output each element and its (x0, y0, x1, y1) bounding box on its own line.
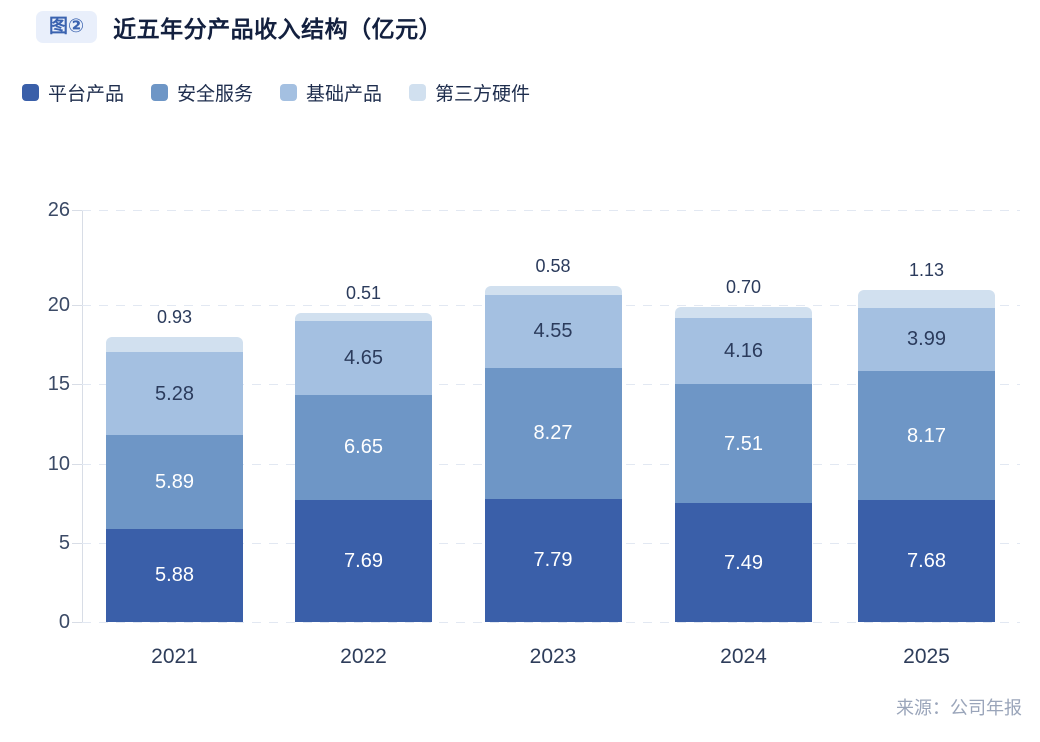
bar-segment: 6.65 (295, 394, 432, 501)
bar-top-value-label: 0.93 (156, 307, 193, 328)
bar-top-value-label: 0.58 (535, 256, 571, 277)
y-axis-tick (72, 542, 82, 544)
legend-swatch (280, 84, 298, 101)
bar-top-value-label: 0.70 (725, 277, 762, 298)
y-axis-line (82, 210, 83, 622)
legend-swatch (409, 84, 427, 101)
bar-segment: 4.55 (484, 295, 622, 368)
x-axis-label: 2024 (720, 645, 767, 668)
chart-title: 近五年分产品收入结构（亿元） (113, 16, 443, 42)
bar-segment: 5.88 (106, 528, 243, 622)
y-axis-tick (72, 305, 82, 307)
y-axis-tick (72, 210, 82, 211)
segment-value-label: 7.51 (724, 432, 763, 455)
bar-segment: 7.51 (675, 384, 812, 504)
y-axis-label: 15 (47, 373, 70, 396)
y-axis-tick (72, 622, 82, 623)
y-axis-tick (72, 463, 82, 465)
bar-segment: 7.79 (484, 498, 622, 622)
chart-header: 图② 近五年分产品收入结构（亿元） (36, 10, 442, 44)
legend-label: 平台产品 (48, 84, 125, 105)
bar-top-value-label: 0.51 (345, 283, 382, 303)
gridline (82, 210, 1020, 211)
x-axis-label: 2023 (529, 645, 577, 668)
gridline (82, 622, 1020, 623)
segment-value-label: 5.28 (155, 382, 194, 405)
legend-swatch (22, 84, 39, 101)
bar-segment: 8.27 (484, 367, 622, 499)
segment-value-label: 8.27 (533, 422, 573, 445)
bar-segment: 8.17 (858, 370, 995, 501)
y-axis-label: 26 (47, 199, 70, 221)
bar-segment (295, 313, 432, 322)
y-axis-label: 20 (47, 294, 70, 317)
legend-item: 基础产品 (280, 79, 382, 106)
segment-value-label: 5.89 (155, 471, 194, 494)
bar-segment (484, 286, 622, 296)
legend-label: 基础产品 (306, 84, 383, 105)
segment-value-label: 7.68 (907, 550, 946, 573)
bar-segment (106, 337, 243, 352)
bar-top-value-label: 1.13 (908, 259, 945, 280)
bar-segment: 4.16 (675, 318, 812, 385)
bar-segment (858, 289, 995, 308)
bar-segment (675, 307, 812, 319)
segment-value-label: 7.79 (533, 549, 573, 572)
figure-number-badge: 图② (36, 10, 98, 44)
legend-label: 第三方硬件 (435, 84, 531, 105)
bar-segment: 5.89 (106, 435, 243, 529)
source-note: 来源：公司年报 (896, 698, 1022, 718)
y-axis-label: 10 (47, 452, 70, 475)
segment-value-label: 7.49 (724, 551, 763, 574)
bar-segment: 4.65 (295, 321, 432, 395)
legend-item: 第三方硬件 (409, 79, 530, 106)
x-axis-label: 2022 (340, 645, 387, 668)
legend-item: 平台产品 (22, 79, 124, 106)
segment-value-label: 6.65 (344, 436, 383, 459)
legend-item: 安全服务 (151, 79, 253, 106)
x-axis-label: 2021 (151, 645, 198, 668)
segment-value-label: 4.65 (344, 346, 383, 369)
y-axis-label: 0 (58, 611, 70, 633)
segment-value-label: 3.99 (907, 328, 946, 351)
bar-segment: 7.69 (295, 500, 432, 622)
chart-legend: 平台产品 安全服务 基础产品 第三方硬件 (22, 79, 530, 106)
bar-segment: 3.99 (858, 307, 995, 371)
bar-segment: 5.28 (106, 351, 243, 436)
x-axis-label: 2025 (903, 645, 950, 668)
legend-swatch (151, 84, 169, 101)
y-axis-tick (72, 384, 82, 386)
segment-value-label: 7.69 (344, 550, 383, 573)
bar-segment: 7.68 (858, 500, 995, 622)
segment-value-label: 5.88 (155, 564, 194, 587)
bar-segment: 7.49 (675, 503, 812, 622)
legend-label: 安全服务 (177, 84, 254, 105)
y-axis-label: 5 (58, 531, 70, 554)
segment-value-label: 4.55 (533, 320, 573, 343)
segment-value-label: 8.17 (907, 424, 946, 447)
segment-value-label: 4.16 (724, 340, 763, 363)
